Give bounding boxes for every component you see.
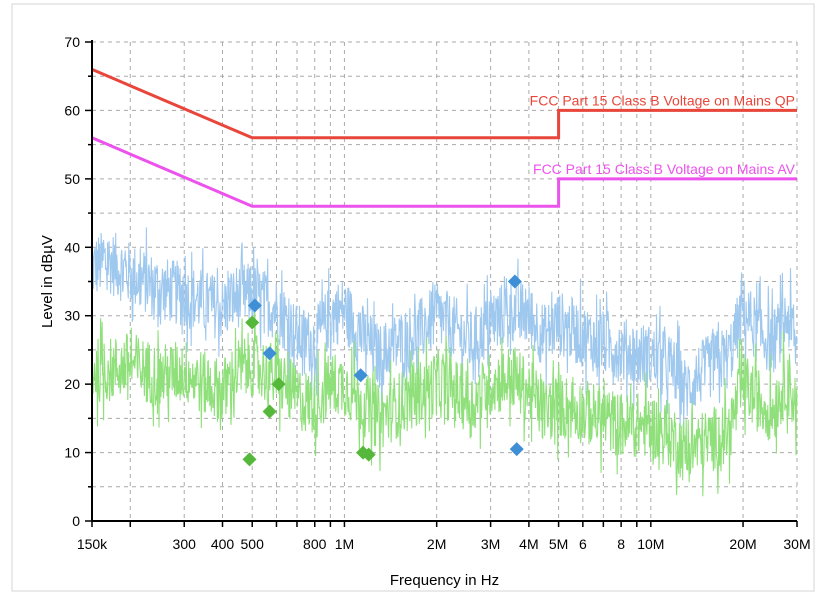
- axes: [85, 40, 798, 527]
- measurement-marker: [245, 315, 260, 330]
- measurement-marker: [262, 404, 277, 419]
- x-tick-label: 2M: [427, 536, 446, 552]
- limit-label-av: FCC Part 15 Class B Voltage on Mains AV: [533, 161, 796, 177]
- y-tick-label: 70: [64, 34, 80, 50]
- x-tick-label: 20M: [729, 536, 756, 552]
- y-tick-label: 60: [64, 102, 80, 118]
- y-axis-title: Level in dBµV: [39, 235, 56, 328]
- x-tick-label: 3M: [481, 536, 500, 552]
- x-tick-label: 500: [241, 536, 265, 552]
- measurement-markers: [242, 274, 524, 467]
- x-tick-label: 30M: [783, 536, 810, 552]
- measurement-marker: [507, 274, 522, 289]
- x-tick-label: 300: [173, 536, 197, 552]
- labels: FCC Part 15 Class B Voltage on Mains QP F…: [39, 34, 811, 589]
- measurement-marker: [262, 346, 277, 361]
- x-axis-title: Frequency in Hz: [390, 572, 499, 589]
- y-tick-label: 30: [64, 308, 80, 324]
- measurement-marker: [247, 298, 262, 313]
- x-tick-label: 5M: [549, 536, 568, 552]
- limit-lines: [91, 68, 797, 208]
- x-tick-label: 150k: [77, 536, 108, 552]
- y-tick-label: 0: [72, 513, 80, 529]
- y-tick-label: 40: [64, 239, 80, 255]
- x-tick-label: 8: [617, 536, 625, 552]
- measurement-traces: [91, 227, 798, 497]
- y-tick-label: 20: [64, 376, 80, 392]
- x-tick-label: 6: [579, 536, 587, 552]
- chart-frame: [11, 3, 815, 592]
- measurement-marker: [353, 368, 368, 383]
- y-tick-label: 10: [64, 445, 80, 461]
- measurement-marker: [242, 452, 257, 467]
- x-tick-label: 10M: [637, 536, 664, 552]
- measurement-marker: [509, 442, 524, 457]
- measurement-marker: [361, 447, 376, 462]
- measurement-trace-1: [91, 227, 798, 429]
- y-tick-label: 50: [64, 171, 80, 187]
- x-tick-label: 1M: [335, 536, 354, 552]
- limit-label-qp: FCC Part 15 Class B Voltage on Mains QP: [530, 92, 795, 108]
- limit-line-av: [91, 136, 797, 208]
- x-tick-label: 400: [211, 536, 235, 552]
- measurement-marker: [271, 377, 286, 392]
- x-tick-label: 800: [303, 536, 327, 552]
- measurement-trace-2: [91, 307, 798, 497]
- limit-line-qp: [91, 68, 797, 140]
- x-tick-label: 4M: [519, 536, 538, 552]
